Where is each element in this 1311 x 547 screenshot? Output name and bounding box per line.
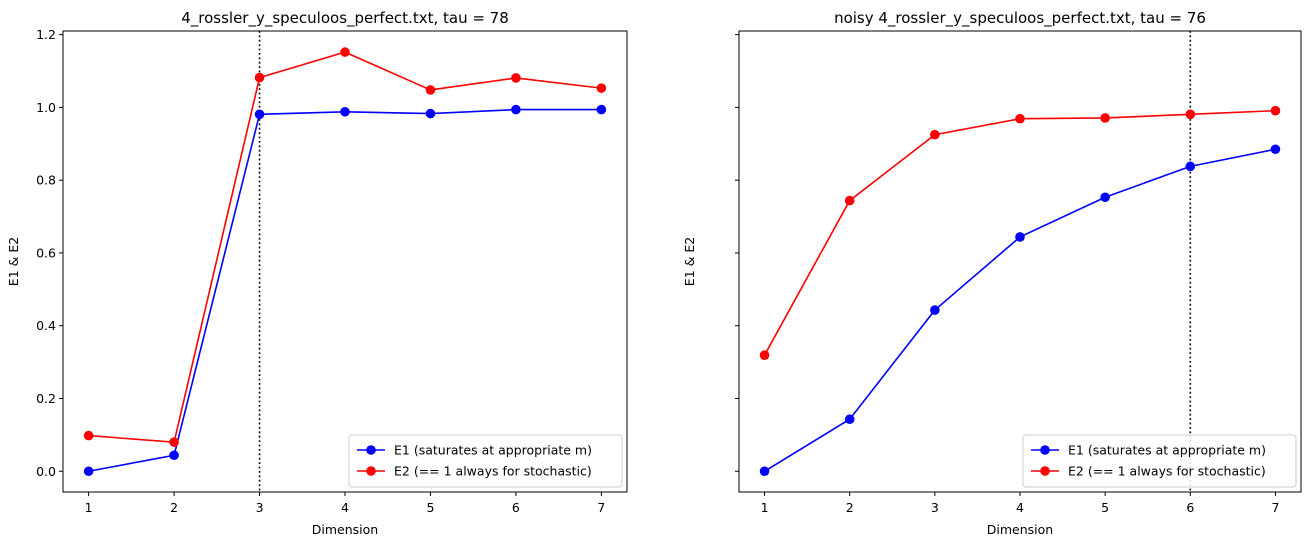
legend-marker [366,445,376,455]
data-point-e2 [83,430,94,441]
y-tick-label: 0.0 [36,464,56,479]
x-tick-label: 6 [512,500,520,515]
legend-entry: E1 (saturates at appropriate m) [394,443,592,458]
data-point-e2 [425,85,436,95]
data-point-e1 [1100,192,1110,203]
x-tick-label: 2 [846,500,854,515]
x-tick-label: 7 [597,500,605,515]
data-point-e1 [425,108,436,119]
data-point-e2 [596,83,607,93]
data-point-e1 [83,466,94,477]
x-tick-label: 3 [931,500,939,515]
chart-title: noisy 4_rossler_y_speculoos_perfect.txt,… [834,9,1206,28]
x-tick-label: 7 [1271,500,1279,515]
x-tick-label: 6 [1186,500,1194,515]
data-point-e2 [1015,113,1025,124]
data-point-e1 [254,109,265,120]
y-tick-label: 0.4 [36,318,56,333]
x-axis-label: Dimension [987,522,1053,537]
x-tick-label: 4 [341,500,349,515]
series-line-e1 [764,148,1276,472]
x-tick-label: 4 [1016,500,1024,515]
data-point-e1 [759,466,770,477]
data-point-e1 [340,106,350,117]
x-tick-label: 1 [761,500,769,515]
x-tick-label: 5 [426,500,434,515]
series-line-e1 [88,108,602,473]
y-axis-label: E1 & E2 [6,237,21,286]
data-point-e2 [340,47,350,57]
data-point-e2 [1270,105,1281,116]
x-tick-label: 3 [256,500,264,515]
data-point-e1 [930,305,940,315]
legend-entry: E2 (== 1 always for stochastic) [1068,464,1266,479]
legend-entry: E1 (saturates at appropriate m) [1068,443,1266,458]
data-point-e1 [844,414,855,425]
data-point-e1 [511,104,521,115]
panel-2: noisy 4_rossler_y_speculoos_perfect.txt,… [682,9,1302,537]
panel-1: 4_rossler_y_speculoos_perfect.txt, tau =… [6,9,628,537]
axes-frame [738,30,1302,493]
data-point-e2 [254,72,265,83]
legend-box [1022,434,1297,488]
x-axis-label: Dimension [312,522,378,537]
data-point-e1 [596,104,607,115]
y-tick-label: 0.8 [36,173,56,188]
data-point-e2 [511,73,521,83]
data-point-e1 [1270,144,1281,155]
legend-entry: E2 (== 1 always for stochastic) [394,464,592,479]
y-axis-label: E1 & E2 [682,237,697,286]
data-point-e1 [169,450,179,461]
legend-box [348,434,623,488]
legend-marker [366,466,376,476]
data-point-e2 [844,195,855,206]
y-tick-label: 0.2 [36,391,56,406]
legend-marker [1040,466,1050,476]
y-tick-label: 0.6 [36,245,56,260]
data-point-e2 [1100,113,1110,123]
data-point-e2 [1185,109,1196,120]
data-point-e2 [930,129,940,140]
chart-title: 4_rossler_y_speculoos_perfect.txt, tau =… [181,9,509,28]
y-tick-label: 1.0 [36,100,56,115]
axes-frame [62,30,628,493]
data-point-e2 [169,437,179,447]
legend-marker [1040,445,1050,455]
y-tick-label: 1.2 [36,27,56,42]
x-tick-label: 1 [85,500,93,515]
data-point-e1 [1185,161,1196,172]
data-point-e2 [759,350,770,360]
x-tick-label: 5 [1101,500,1109,515]
data-point-e1 [1015,232,1025,242]
x-tick-label: 2 [170,500,178,515]
